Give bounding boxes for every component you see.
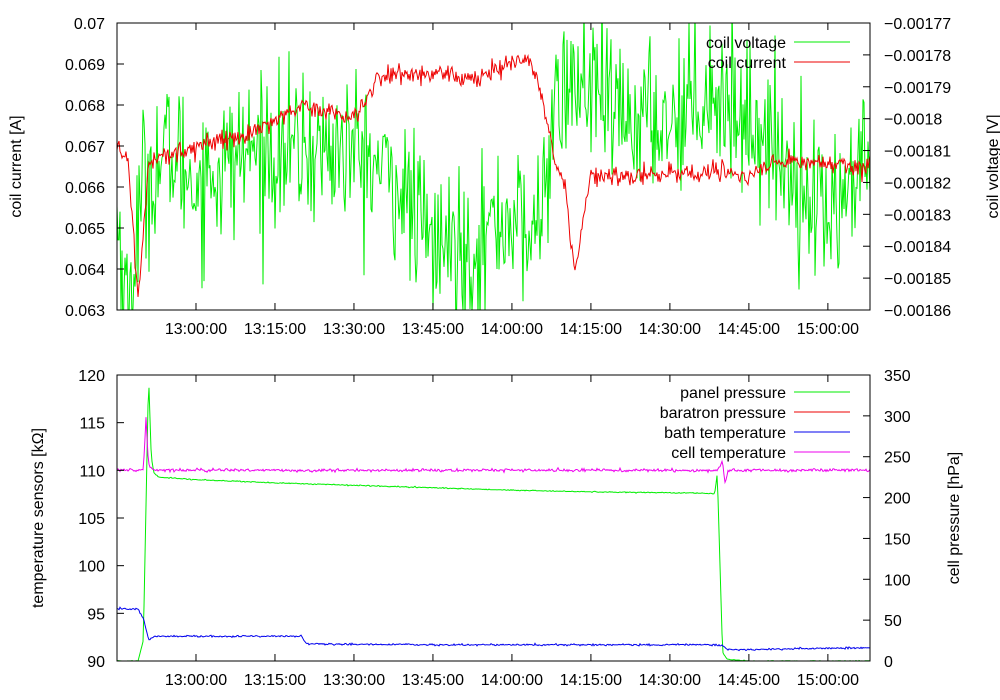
bottom-chart-temperature-pressure: 13:00:00 13:15:00 13:30:00 13:45:00 14:00:00…: [30, 368, 963, 689]
x-tick-label: 13:45:00: [402, 321, 464, 338]
y-left-tick-label: 0.065: [65, 221, 105, 238]
x-tick-label: 13:15:00: [244, 672, 306, 689]
x-tick-label: 13:00:00: [165, 672, 227, 689]
y-left-axis-label: temperature sensors [kΩ]: [30, 428, 47, 608]
y-right-tick-label: 50: [884, 613, 902, 630]
y-right-tick-label: 200: [884, 491, 911, 508]
y-right-tick-label: 250: [884, 450, 911, 467]
legend-label: panel pressure: [680, 385, 786, 402]
y-left-tick-label: 105: [78, 511, 105, 528]
y-right-axis-label: coil voltage [V]: [985, 114, 1000, 218]
x-tick-label: 14:30:00: [639, 321, 701, 338]
x-tick-label: 14:30:00: [639, 672, 701, 689]
y-right-tick-label: −0.00183: [884, 207, 951, 224]
y-left-tick-label: 120: [78, 368, 105, 385]
y-left-tick-label: 95: [87, 606, 105, 623]
y-right-tick-label: −0.00185: [884, 271, 951, 288]
y-right-tick-label: 100: [884, 572, 911, 589]
y-left-tick-label: 100: [78, 559, 105, 576]
y-right-tick-label: 300: [884, 409, 911, 426]
y-right-tick-label: −0.0018: [884, 112, 942, 129]
legend-label: baratron pressure: [660, 405, 786, 422]
y-left-tick-label: 0.068: [65, 98, 105, 115]
x-tick-label: 13:30:00: [323, 672, 385, 689]
x-tick-label: 14:45:00: [718, 321, 780, 338]
y-left-tick-label: 0.063: [65, 303, 105, 320]
legend-label: coil voltage: [706, 35, 786, 52]
plot-frame: [116, 22, 871, 311]
legend-label: bath temperature: [664, 425, 786, 442]
y-right-tick-label: −0.00179: [884, 80, 951, 97]
y-left-tick-label: 90: [87, 654, 105, 671]
x-tick-label: 14:15:00: [560, 321, 622, 338]
x-tick-label: 14:15:00: [560, 672, 622, 689]
y-right-tick-label: 0: [884, 654, 893, 671]
series-line-coil-current: [117, 54, 870, 297]
y-left-tick-label: 115: [79, 416, 105, 433]
series-line-cell-temperature: [117, 417, 870, 485]
y-right-tick-label: −0.00177: [884, 16, 951, 33]
top-chart-coil: 13:00:00 13:15:00 13:30:00 13:45:00 14:00:00…: [8, 16, 1000, 338]
y-left-tick-label: 0.064: [65, 262, 105, 279]
y-right-axis-label: cell pressure [hPa]: [946, 452, 963, 585]
x-tick-label: 13:30:00: [323, 321, 385, 338]
x-tick-label: 14:45:00: [718, 672, 780, 689]
legend-label: coil current: [708, 55, 787, 72]
y-left-tick-label: 0.066: [65, 180, 105, 197]
y-right-tick-label: −0.00184: [884, 239, 951, 256]
y-right-tick-label: −0.00178: [884, 48, 951, 65]
x-tick-label: 13:45:00: [402, 672, 464, 689]
y-right-tick-label: −0.00181: [884, 144, 951, 161]
x-tick-label: 15:00:00: [797, 672, 859, 689]
x-tick-label: 15:00:00: [797, 321, 859, 338]
x-tick-label: 14:00:00: [481, 321, 543, 338]
x-tick-label: 13:15:00: [244, 321, 306, 338]
y-left-tick-label: 0.067: [65, 139, 105, 156]
legend-label: cell temperature: [671, 445, 786, 462]
series-line-panel-pressure: [117, 387, 870, 661]
x-tick-label: 13:00:00: [165, 321, 227, 338]
y-right-tick-label: 350: [884, 368, 911, 385]
y-left-tick-label: 0.069: [65, 57, 105, 74]
series-line-coil-voltage: [117, 23, 870, 310]
y-left-axis-label: coil current [A]: [8, 115, 25, 217]
y-right-tick-label: −0.00182: [884, 175, 951, 192]
series-line-bath-temperature: [117, 606, 870, 652]
y-left-tick-label: 0.07: [74, 16, 105, 33]
y-right-tick-label: −0.00186: [884, 303, 951, 320]
y-left-tick-label: 110: [79, 463, 105, 480]
x-tick-label: 14:00:00: [481, 672, 543, 689]
y-right-tick-label: 150: [884, 531, 911, 548]
